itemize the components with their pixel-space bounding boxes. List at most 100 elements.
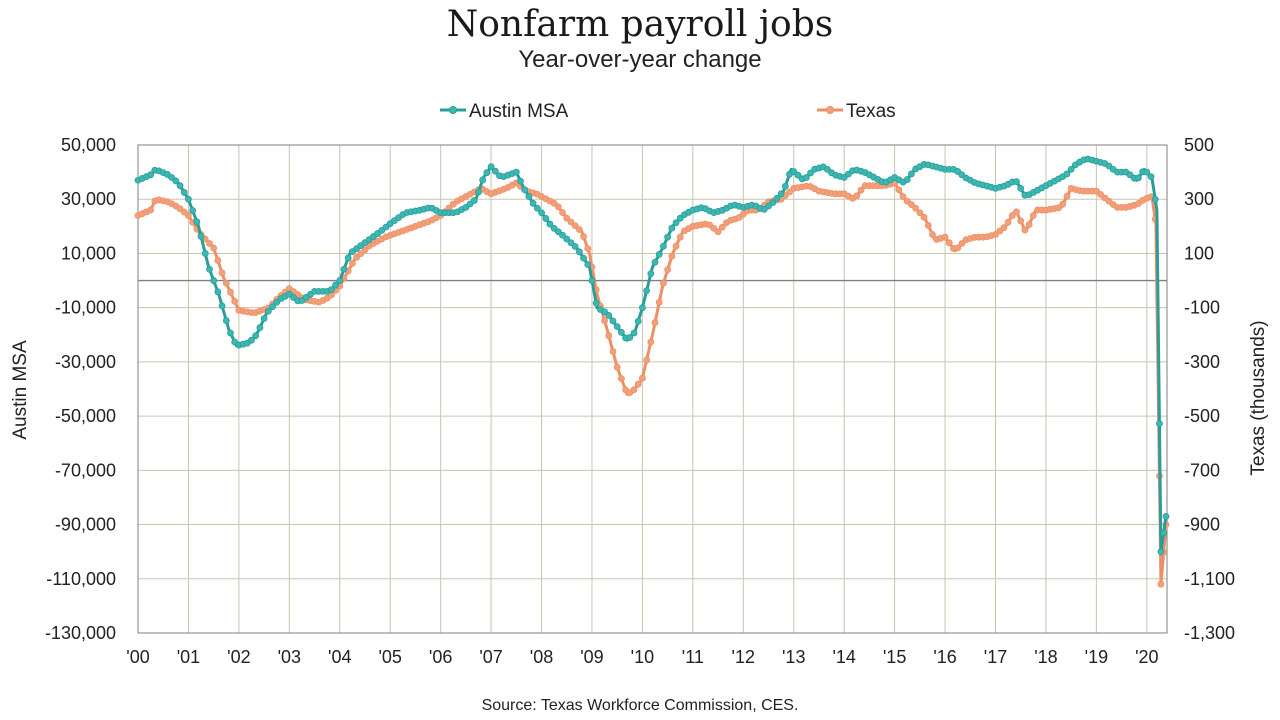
data-point-austin-msa [601, 308, 608, 316]
data-point-texas [550, 199, 558, 207]
data-point-texas [853, 192, 861, 200]
y-left-tick-label: -110,000 [46, 569, 116, 589]
data-point-austin-msa [1157, 548, 1165, 556]
data-point-texas [1025, 221, 1033, 228]
x-tick-label: '03 [278, 647, 301, 667]
data-point-austin-msa [563, 235, 571, 243]
legend-item-austin[interactable]: Austin MSA [440, 101, 569, 122]
data-point-texas [575, 226, 583, 233]
x-tick-label: '01 [177, 647, 200, 667]
data-point-austin-msa [327, 286, 335, 293]
data-point-austin-msa [210, 277, 218, 284]
data-point-texas [348, 259, 356, 267]
source-note: Source: Texas Workforce Commission, CES. [482, 697, 799, 714]
y-right-tick-label: -1,100 [1184, 569, 1235, 589]
data-point-austin-msa [794, 171, 802, 179]
series-line-texas [137, 181, 1168, 586]
data-point-texas [895, 186, 903, 194]
x-tick-label: '00 [126, 647, 149, 667]
x-tick-label: '11 [682, 647, 704, 667]
y-left-tick-label: -130,000 [45, 623, 116, 643]
data-point-texas [185, 212, 192, 219]
data-point-austin-msa [201, 250, 209, 257]
data-point-austin-msa [1135, 174, 1142, 182]
data-point-austin-msa [176, 182, 184, 190]
data-point-texas [584, 245, 592, 253]
data-point-austin-msa [660, 242, 667, 250]
data-point-austin-msa [575, 248, 583, 256]
data-point-austin-msa [773, 194, 781, 202]
data-point-texas [563, 214, 571, 222]
x-tick-label: '05 [378, 647, 401, 667]
data-point-texas [647, 338, 655, 346]
data-point-austin-msa [340, 265, 348, 273]
data-point-austin-msa [584, 261, 592, 268]
data-point-austin-msa [487, 163, 495, 171]
y-left-tick-label: 10,000 [61, 243, 116, 263]
data-point-austin-msa [1067, 165, 1075, 173]
data-point-austin-msa [206, 265, 213, 273]
data-point-texas [660, 279, 667, 287]
x-tick-label: '14 [832, 647, 855, 667]
data-point-austin-msa [908, 170, 915, 178]
data-point-austin-msa [1151, 195, 1159, 203]
data-point-texas [227, 288, 234, 296]
y-left-tick-label: -50,000 [55, 406, 116, 426]
data-point-austin-msa [777, 190, 785, 198]
data-point-texas [210, 244, 218, 252]
data-point-austin-msa [197, 233, 205, 240]
data-point-austin-msa [491, 167, 499, 175]
data-point-texas [634, 380, 642, 388]
y-right-tick-label: -900 [1184, 515, 1220, 535]
data-point-austin-msa [643, 287, 651, 295]
data-point-austin-msa [651, 258, 659, 266]
data-point-texas [639, 374, 646, 382]
y-left-tick-label: -10,000 [55, 298, 116, 318]
data-point-austin-msa [1013, 178, 1020, 186]
chart-title: Nonfarm payroll jobs [447, 4, 834, 45]
y-right-tick-label: -300 [1184, 352, 1220, 372]
data-point-texas [929, 231, 936, 238]
data-point-austin-msa [546, 220, 554, 228]
legend-item-texas[interactable]: Texas [817, 101, 896, 122]
data-point-austin-msa [567, 239, 575, 247]
data-point-austin-msa [533, 204, 541, 212]
data-point-texas [954, 244, 962, 252]
x-tick-label: '19 [1085, 647, 1108, 667]
x-tick-label: '13 [782, 647, 805, 667]
x-tick-label: '06 [429, 647, 452, 667]
data-point-texas [617, 375, 625, 383]
data-point-austin-msa [676, 214, 684, 222]
data-point-austin-msa [559, 231, 566, 239]
y-left-tick-label: 50,000 [61, 135, 116, 155]
data-point-texas [231, 297, 239, 305]
data-point-texas [1029, 212, 1037, 219]
x-tick-label: '12 [732, 647, 755, 667]
data-point-texas [571, 222, 579, 230]
data-point-austin-msa [521, 186, 529, 194]
data-point-austin-msa [256, 324, 264, 331]
series-texas [134, 179, 1170, 588]
data-point-texas [643, 356, 651, 364]
y-right-tick-label: 100 [1184, 243, 1214, 263]
data-point-texas [1157, 580, 1165, 588]
data-point-austin-msa [542, 215, 550, 222]
data-point-austin-msa [1156, 420, 1163, 427]
data-point-austin-msa [227, 329, 234, 337]
y-right-tick-label: 500 [1184, 135, 1214, 155]
data-point-austin-msa [626, 334, 634, 341]
data-point-austin-msa [781, 182, 789, 190]
data-point-austin-msa [193, 218, 201, 226]
data-point-texas [1017, 217, 1025, 225]
data-point-austin-msa [180, 189, 188, 196]
data-point-texas [605, 332, 613, 340]
data-point-austin-msa [647, 270, 655, 278]
data-point-austin-msa [269, 303, 276, 311]
data-point-austin-msa [336, 277, 344, 284]
data-point-austin-msa [769, 199, 777, 207]
series-austin-msa [134, 155, 1170, 556]
data-point-austin-msa [470, 197, 478, 204]
data-point-texas [630, 386, 638, 394]
data-point-texas [676, 233, 684, 241]
data-point-texas [941, 233, 949, 241]
